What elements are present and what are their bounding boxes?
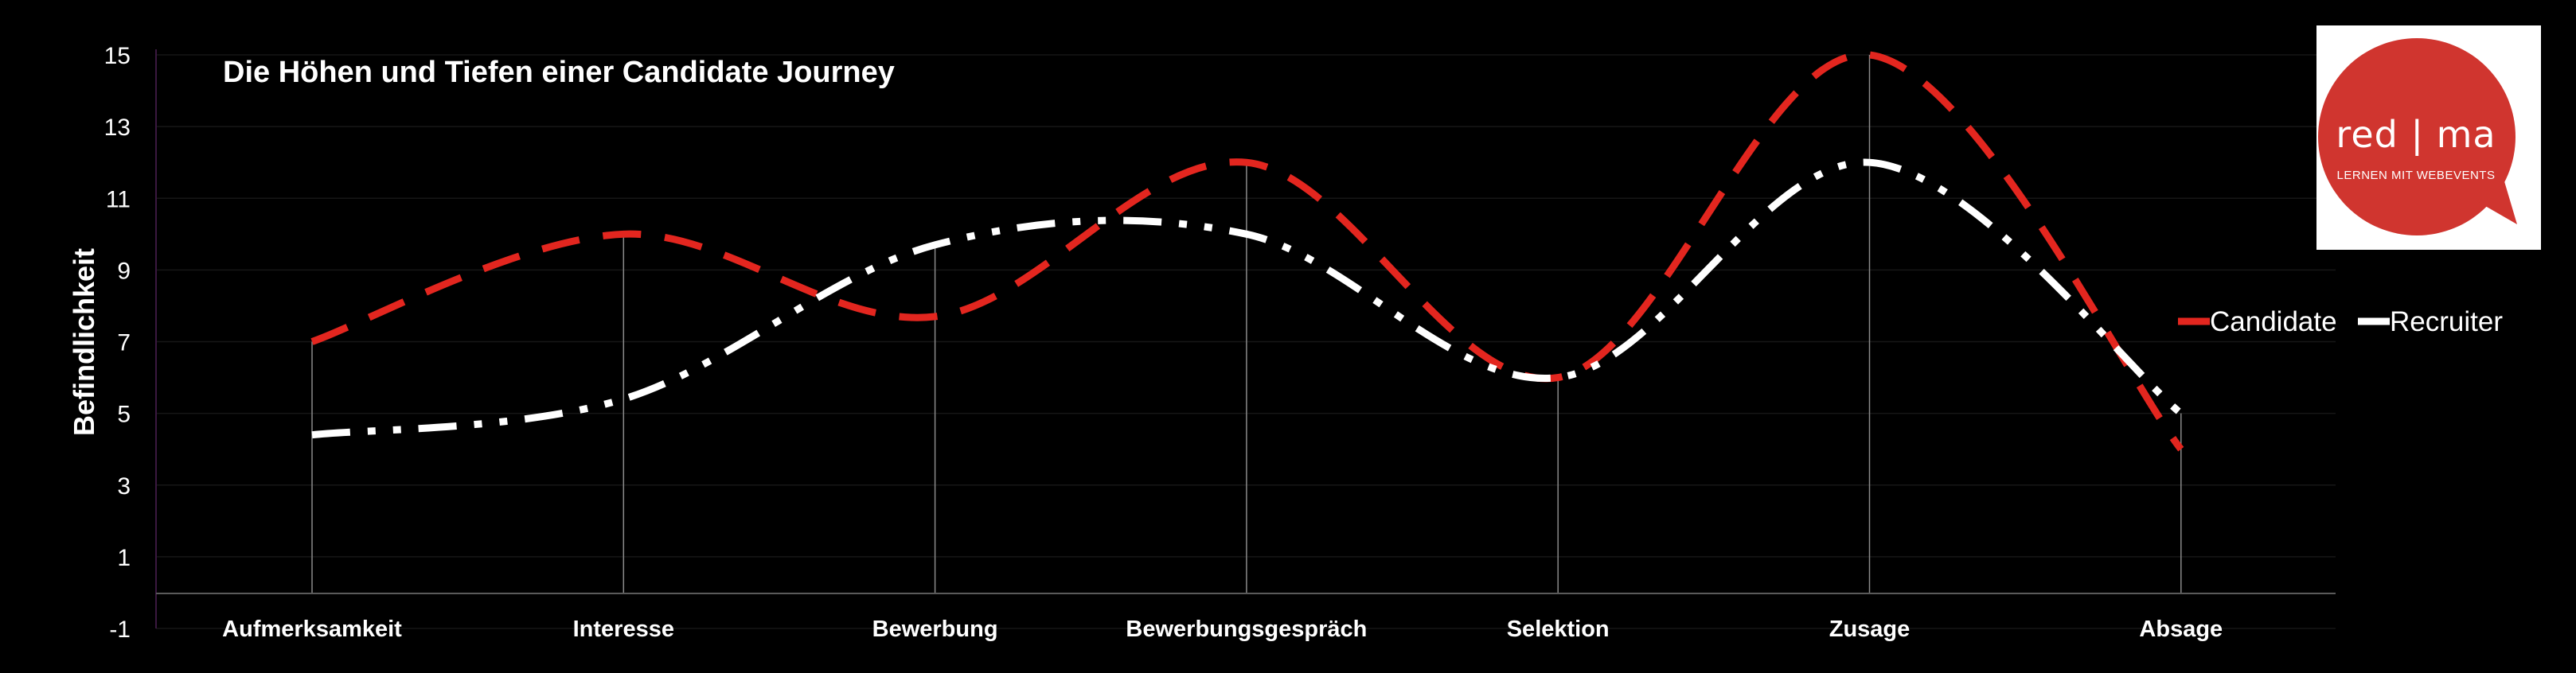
speech-bubble-icon — [2318, 38, 2517, 235]
x-tick-labels: Aufmerksamkeit Interesse Bewerbung Bewerbun… — [222, 617, 2223, 642]
gridlines — [156, 54, 2336, 629]
drop-lines — [311, 55, 2182, 593]
y-axis-label: Befindlichkeit — [68, 248, 100, 436]
y-tick-label: 7 — [117, 330, 131, 356]
y-tick-label: 9 — [117, 258, 131, 284]
legend-label-candidate: Candidate — [2210, 306, 2337, 337]
y-tick-labels: 15 13 11 9 7 5 3 1 -1 — [104, 43, 131, 643]
x-tick-label: Bewerbung — [872, 617, 998, 642]
x-tick-label: Absage — [2139, 617, 2223, 642]
series-line-recruiter — [311, 158, 2184, 439]
series-line-candidate — [310, 51, 2184, 452]
y-tick-label: -1 — [109, 617, 131, 643]
chart-title: Die Höhen und Tiefen einer Candidate Jou… — [223, 56, 895, 89]
x-tick-label: Bewerbungsgespräch — [1126, 617, 1367, 642]
company-logo: red | ma LERNEN MIT WEBEVENTS — [2316, 25, 2541, 250]
legend-label-recruiter: Recruiter — [2390, 306, 2503, 337]
y-tick-label: 13 — [104, 115, 131, 141]
x-tick-label: Selektion — [1507, 617, 1610, 642]
y-tick-label: 3 — [117, 473, 131, 500]
logo-wordmark: red | ma — [2336, 113, 2496, 156]
y-tick-label: 5 — [117, 402, 131, 428]
x-tick-label: Aufmerksamkeit — [222, 617, 402, 642]
y-tick-label: 11 — [106, 186, 131, 212]
y-tick-label: 1 — [117, 545, 131, 571]
legend: Candidate Recruiter — [2178, 306, 2503, 337]
logo-tagline: LERNEN MIT WEBEVENTS — [2336, 169, 2496, 182]
y-tick-label: 15 — [104, 43, 131, 69]
series-lines — [310, 51, 2184, 452]
x-tick-label: Interesse — [573, 617, 674, 642]
x-tick-label: Zusage — [1829, 617, 1911, 642]
